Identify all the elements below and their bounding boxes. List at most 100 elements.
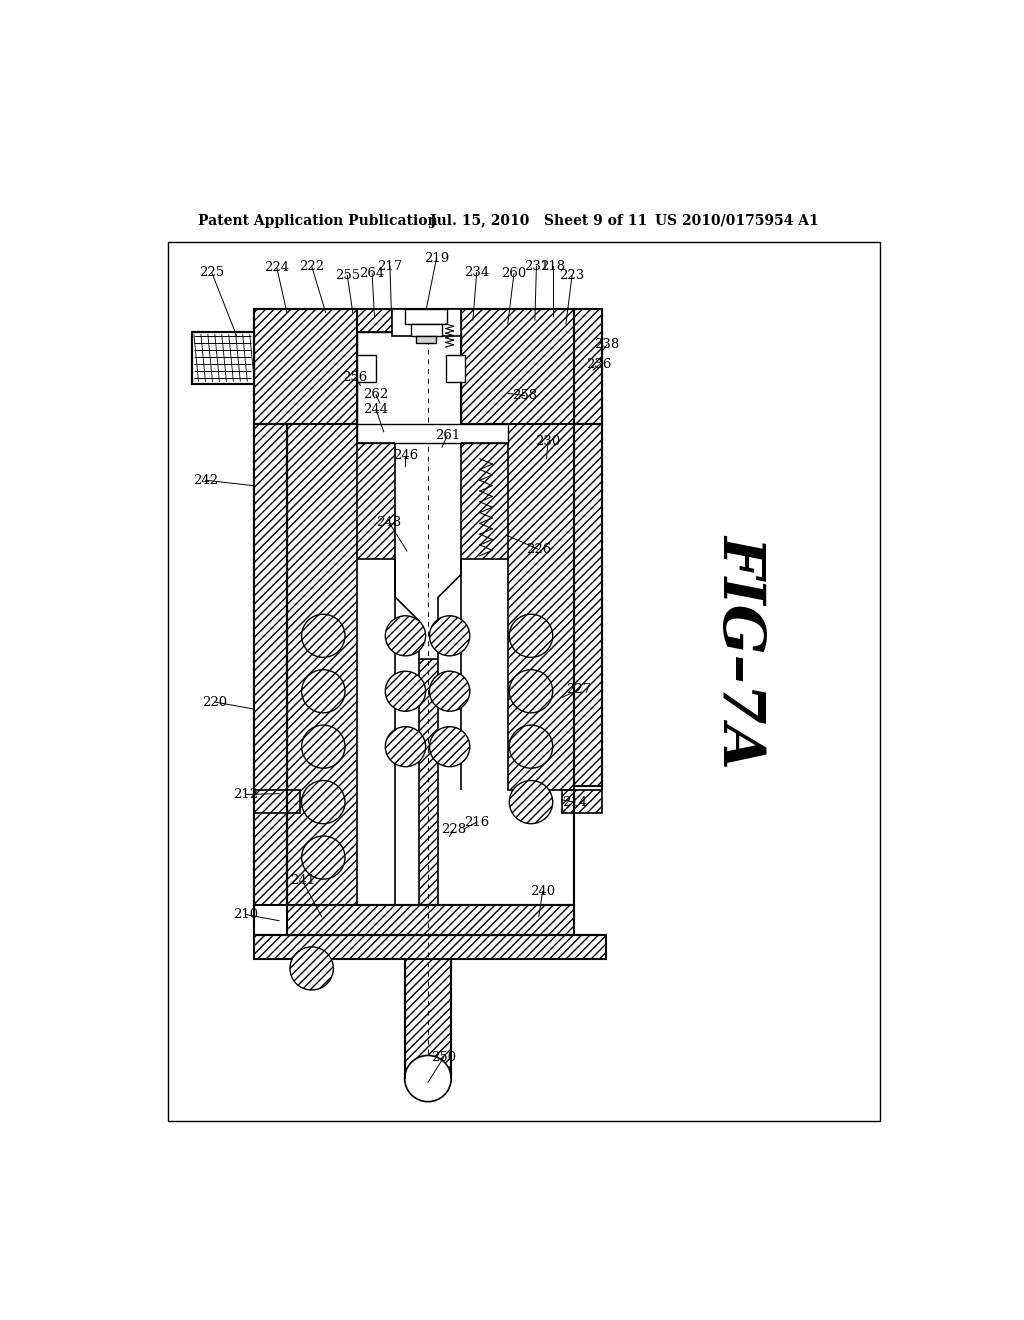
Bar bbox=[404, 960, 452, 1078]
Text: 255: 255 bbox=[335, 269, 359, 282]
Bar bbox=[404, 960, 452, 1078]
Bar bbox=[287, 424, 356, 906]
Bar bbox=[287, 444, 395, 558]
Text: 225: 225 bbox=[199, 265, 224, 279]
Circle shape bbox=[302, 836, 345, 879]
Bar bbox=[254, 309, 356, 424]
Bar bbox=[461, 444, 508, 558]
Bar bbox=[562, 789, 602, 813]
Bar bbox=[356, 309, 461, 331]
Bar bbox=[287, 906, 573, 935]
Bar bbox=[411, 323, 442, 335]
Text: 244: 244 bbox=[364, 403, 388, 416]
Bar bbox=[419, 659, 438, 906]
Text: 220: 220 bbox=[202, 696, 227, 709]
Bar bbox=[356, 331, 461, 424]
Bar bbox=[356, 355, 376, 381]
Bar bbox=[356, 355, 376, 381]
Circle shape bbox=[302, 725, 345, 768]
Bar bbox=[168, 242, 880, 1121]
Circle shape bbox=[509, 780, 553, 824]
Bar bbox=[461, 444, 508, 558]
Text: 246: 246 bbox=[393, 449, 418, 462]
Bar bbox=[445, 355, 465, 381]
Bar bbox=[461, 309, 573, 424]
Text: 227: 227 bbox=[566, 684, 592, 696]
Circle shape bbox=[429, 615, 470, 656]
Bar bbox=[356, 424, 508, 444]
Bar bbox=[287, 558, 356, 675]
Circle shape bbox=[404, 1056, 452, 1102]
Text: 216: 216 bbox=[464, 816, 489, 829]
Circle shape bbox=[429, 671, 470, 711]
Text: 212: 212 bbox=[233, 788, 258, 801]
Bar bbox=[287, 906, 573, 935]
Bar bbox=[254, 309, 356, 424]
Text: 234: 234 bbox=[464, 265, 489, 279]
Text: 217: 217 bbox=[377, 260, 402, 273]
Text: 240: 240 bbox=[530, 884, 555, 898]
Bar bbox=[254, 424, 287, 906]
Bar bbox=[562, 789, 602, 813]
Text: 261: 261 bbox=[434, 429, 460, 442]
Bar bbox=[508, 424, 573, 789]
Circle shape bbox=[509, 669, 553, 713]
Bar bbox=[254, 935, 606, 960]
Bar bbox=[419, 659, 438, 906]
Circle shape bbox=[302, 614, 345, 657]
Bar bbox=[406, 309, 447, 323]
Text: FIG–7A: FIG–7A bbox=[712, 535, 768, 768]
Text: 241: 241 bbox=[290, 874, 315, 887]
Circle shape bbox=[385, 726, 426, 767]
Bar bbox=[445, 355, 465, 381]
Circle shape bbox=[302, 780, 345, 824]
Bar bbox=[573, 424, 602, 785]
Text: 219: 219 bbox=[424, 252, 450, 265]
Text: 250: 250 bbox=[431, 1051, 456, 1064]
Bar bbox=[254, 424, 287, 906]
Text: 230: 230 bbox=[536, 436, 561, 449]
Bar bbox=[461, 309, 573, 424]
Bar bbox=[391, 309, 461, 335]
Bar bbox=[287, 444, 395, 558]
Bar bbox=[254, 789, 300, 813]
Text: 238: 238 bbox=[594, 338, 620, 351]
Text: 228: 228 bbox=[441, 824, 466, 837]
Text: 218: 218 bbox=[540, 260, 565, 273]
Circle shape bbox=[429, 726, 470, 767]
Text: 256: 256 bbox=[342, 371, 368, 384]
Bar bbox=[287, 424, 356, 906]
Bar bbox=[391, 309, 461, 335]
Text: 226: 226 bbox=[526, 543, 551, 556]
Bar bbox=[508, 424, 573, 789]
Text: 223: 223 bbox=[559, 269, 585, 282]
Circle shape bbox=[509, 614, 553, 657]
Text: 210: 210 bbox=[233, 908, 258, 921]
Text: 242: 242 bbox=[193, 474, 218, 487]
Text: 260: 260 bbox=[502, 268, 526, 280]
Text: 231: 231 bbox=[524, 260, 549, 273]
Text: 214: 214 bbox=[562, 796, 588, 809]
Bar bbox=[356, 309, 461, 331]
Text: 236: 236 bbox=[587, 358, 612, 371]
Bar bbox=[508, 444, 573, 558]
Text: 258: 258 bbox=[512, 389, 538, 403]
Text: 262: 262 bbox=[364, 388, 389, 401]
Text: 248: 248 bbox=[377, 516, 401, 529]
Text: US 2010/0175954 A1: US 2010/0175954 A1 bbox=[655, 214, 819, 228]
Bar bbox=[287, 558, 356, 675]
Text: Patent Application Publication: Patent Application Publication bbox=[198, 214, 437, 228]
Bar bbox=[508, 444, 573, 558]
Text: 264: 264 bbox=[359, 268, 385, 280]
Bar bbox=[191, 331, 254, 384]
Bar bbox=[254, 789, 300, 813]
Text: 224: 224 bbox=[264, 261, 290, 275]
Bar bbox=[254, 935, 606, 960]
Circle shape bbox=[385, 615, 426, 656]
Bar bbox=[191, 331, 254, 384]
Bar bbox=[573, 309, 602, 424]
Bar bbox=[417, 335, 436, 343]
Text: Jul. 15, 2010   Sheet 9 of 11: Jul. 15, 2010 Sheet 9 of 11 bbox=[430, 214, 647, 228]
Circle shape bbox=[290, 946, 334, 990]
Circle shape bbox=[385, 671, 426, 711]
